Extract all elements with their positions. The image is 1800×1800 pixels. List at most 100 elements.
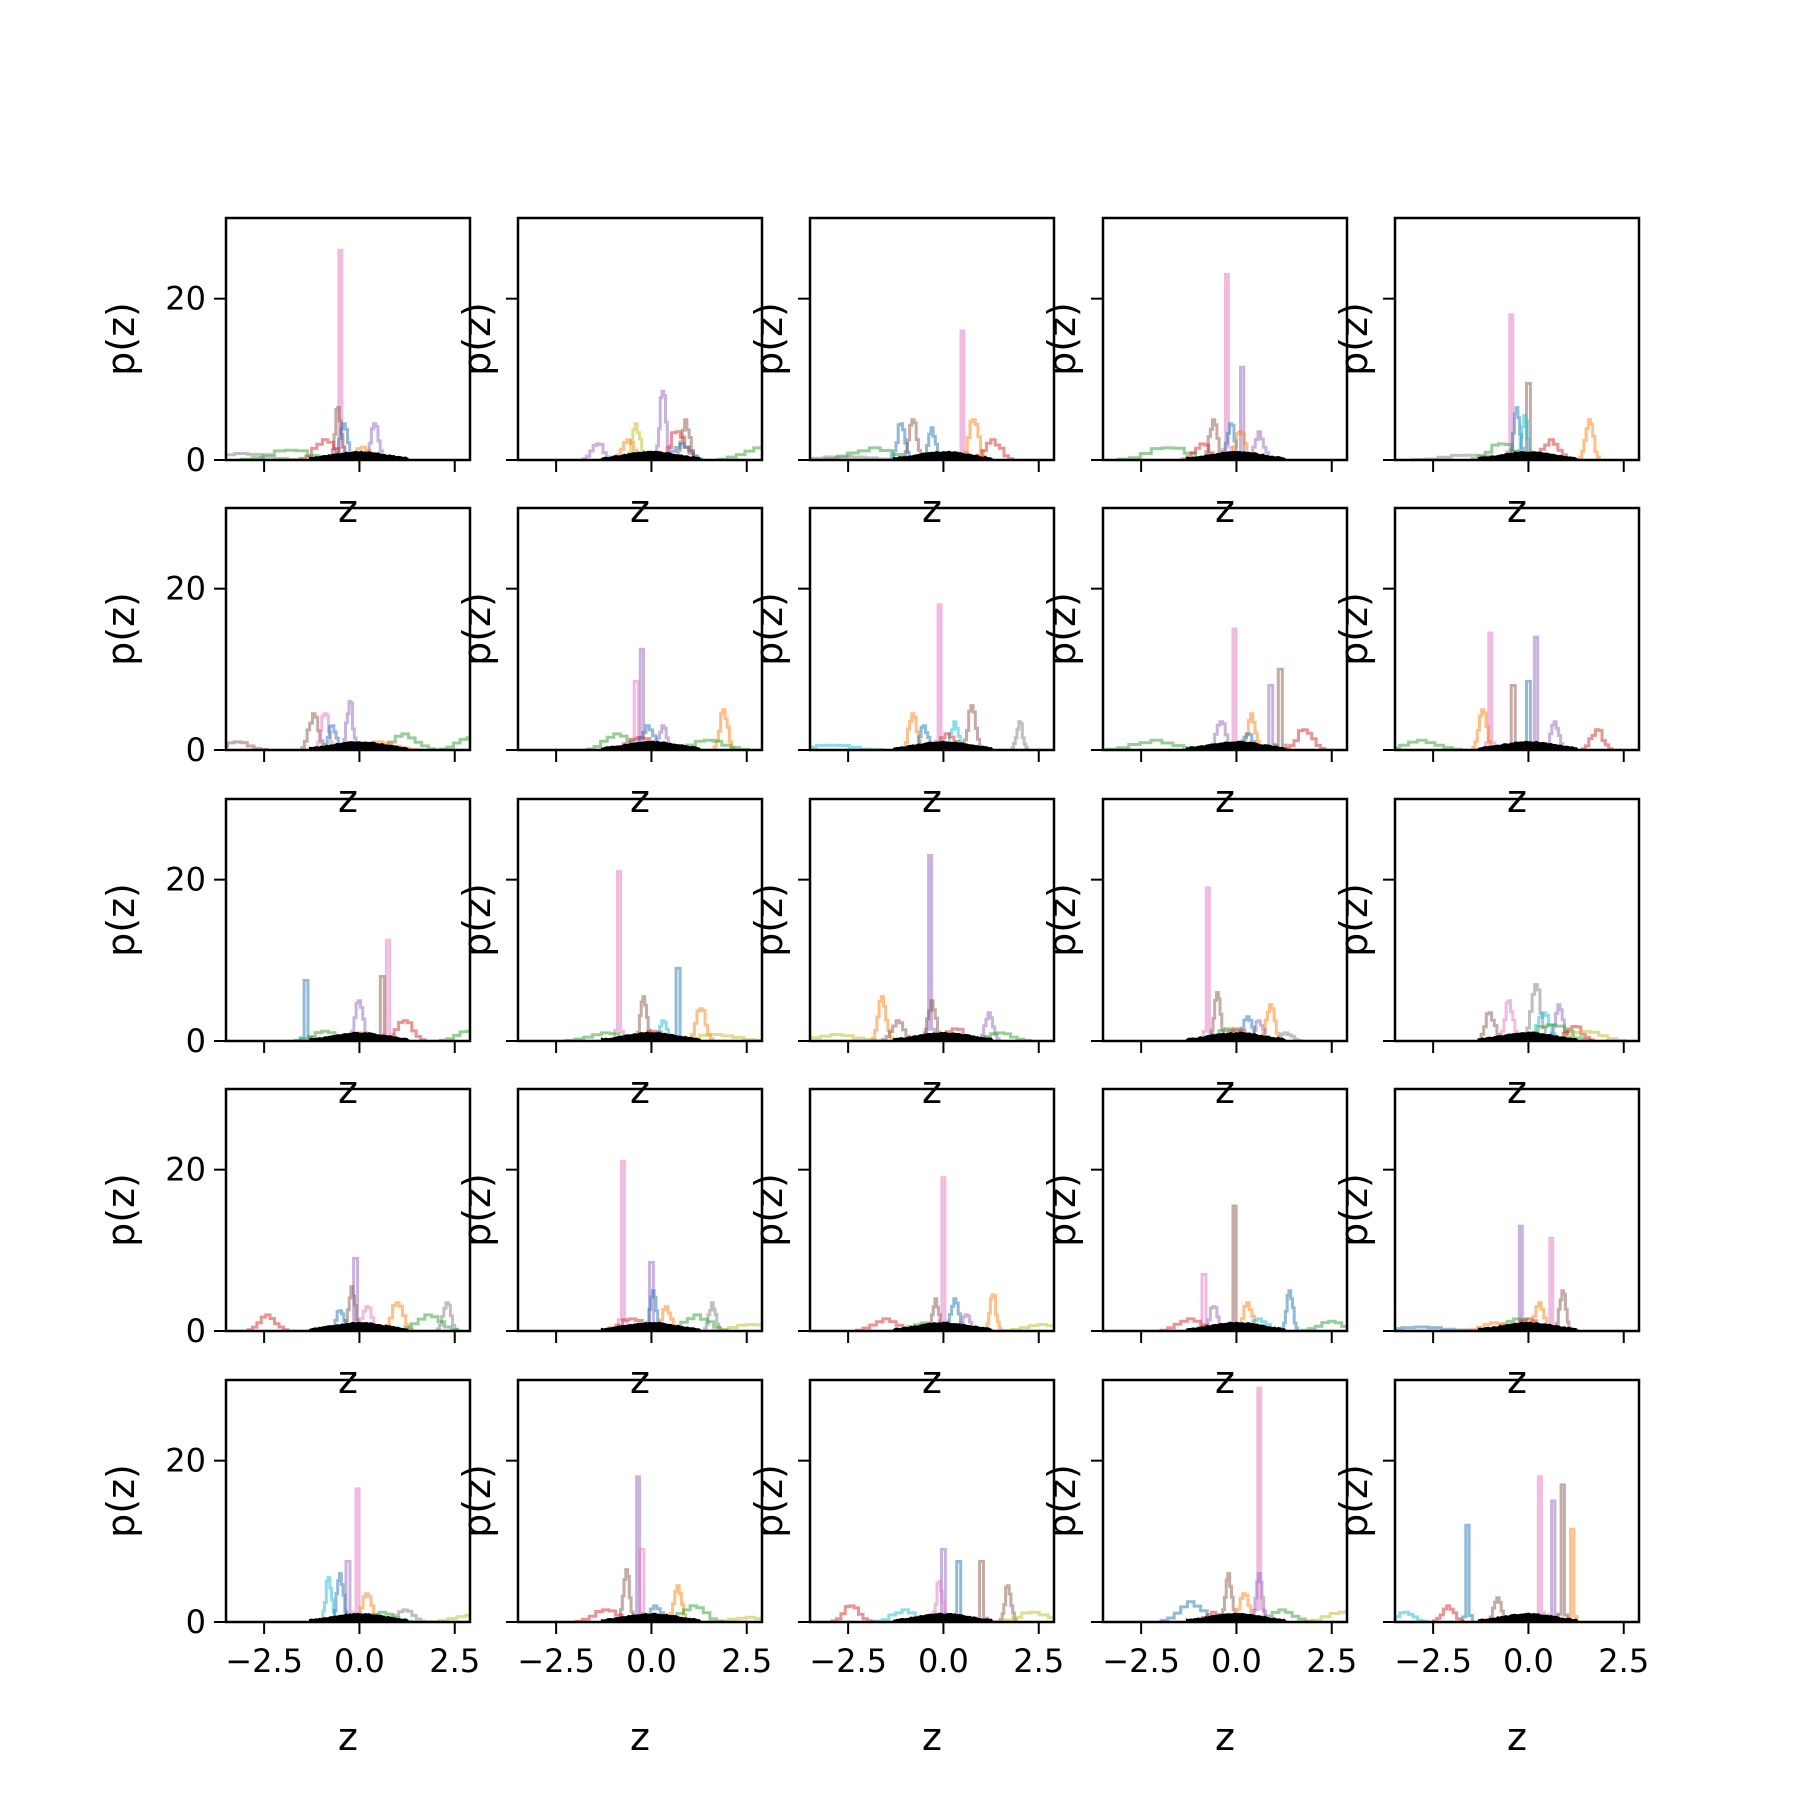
pdf-series-5 — [1578, 418, 1601, 460]
pdf-series-5 — [1565, 1527, 1579, 1622]
axes-frame — [516, 1378, 764, 1624]
summary-pdf — [892, 450, 995, 460]
y-axis-label: p(z) — [1040, 1464, 1084, 1538]
x-tick-label: −2.5 — [809, 1642, 887, 1680]
x-axis-label: z — [922, 1715, 942, 1759]
pdf-series-7 — [226, 740, 269, 750]
y-axis-label: p(z) — [99, 883, 143, 957]
plot-area — [1395, 1224, 1580, 1331]
x-tick-label: −2.5 — [1102, 1642, 1180, 1680]
axes-frame — [516, 506, 764, 752]
pdf-series-7 — [226, 452, 303, 460]
x-tick-label: 2.5 — [1013, 1642, 1064, 1680]
axes-frame — [1101, 216, 1349, 462]
pdf-series-1 — [1228, 1204, 1241, 1331]
pdf-series-5 — [703, 1301, 722, 1331]
summary-pdf — [1477, 1031, 1580, 1041]
y-axis-label: p(z) — [747, 302, 791, 376]
pdf-series-3 — [974, 1560, 989, 1622]
summary-pdf — [1185, 1321, 1288, 1331]
pdf-series-8 — [1395, 1610, 1428, 1622]
pdf-series-7 — [428, 1614, 470, 1622]
pdf-series-7 — [810, 1033, 888, 1041]
pdf-series-4 — [930, 1580, 950, 1622]
y-axis-label: p(z) — [99, 1173, 143, 1247]
pdf-series-6 — [1283, 728, 1327, 750]
pdf-series-6 — [396, 1313, 460, 1331]
summary-pdf — [600, 1031, 703, 1041]
y-tick-label: 20 — [165, 861, 206, 899]
plot-area — [246, 1256, 460, 1331]
plot-area — [810, 603, 1030, 750]
x-tick-label: 0.0 — [626, 1642, 677, 1680]
summary-pdf — [308, 741, 411, 750]
pdf-series-1 — [613, 870, 626, 1041]
axes-frame — [1101, 1087, 1349, 1333]
pdf-series-1 — [616, 1160, 629, 1331]
summary-pdf — [1477, 450, 1580, 460]
pdf-series-2 — [1207, 991, 1227, 1041]
y-axis-label: p(z) — [455, 592, 499, 666]
plot-area — [600, 1160, 762, 1331]
summary-pdf — [308, 1321, 411, 1331]
subplot-r3-c2: zp(z) — [455, 797, 764, 1112]
axes-frame — [808, 797, 1056, 1043]
summary-pdf — [600, 1612, 703, 1622]
plot-area — [293, 938, 470, 1041]
subplot-r2-c3: zp(z) — [747, 506, 1056, 821]
subplot-r1-c4: zp(z) — [1040, 216, 1349, 531]
x-tick-label: −2.5 — [225, 1642, 303, 1680]
summary-pdf — [600, 450, 703, 460]
pdf-series-8 — [993, 1610, 1054, 1622]
axes-frame — [516, 1087, 764, 1333]
pdf-series-6 — [830, 1604, 874, 1622]
plot-area — [830, 1547, 1054, 1622]
pdf-series-3 — [1263, 684, 1279, 750]
pdf-series-7 — [1300, 1319, 1347, 1331]
subplot-r5-c1: −2.5 0.0 2.5 0 20 z p(z) — [99, 1378, 480, 1759]
pdf-series-1 — [956, 329, 969, 460]
pdf-series-3 — [920, 999, 944, 1041]
x-tick-label: −2.5 — [517, 1642, 595, 1680]
axes-frame — [808, 1378, 1056, 1624]
axes-frame — [1393, 216, 1641, 462]
pdf-series-1 — [1201, 886, 1214, 1041]
subplot-r5-c2: −2.5 0.0 2.5 z p(z) — [455, 1378, 772, 1759]
subplot-r5-c3: −2.5 0.0 2.5 z p(z) — [747, 1378, 1064, 1759]
pdf-series-3 — [1546, 1499, 1560, 1622]
y-axis-label: p(z) — [99, 302, 143, 376]
pdf-series-3 — [1010, 720, 1030, 750]
y-axis-label: p(z) — [747, 1173, 791, 1247]
plot-area — [1185, 886, 1303, 1041]
x-tick-label: −2.5 — [1394, 1642, 1472, 1680]
pdf-series-5 — [998, 1584, 1018, 1622]
summary-pdf — [308, 1031, 411, 1041]
subplot-r4-c4: zp(z) — [1040, 1087, 1349, 1402]
pdf-series-2 — [1498, 999, 1521, 1041]
y-tick-label: 20 — [165, 1151, 206, 1189]
summary-pdf — [308, 1612, 411, 1622]
pdf-series-4 — [330, 1572, 350, 1622]
summary-pdf — [1185, 1031, 1288, 1041]
x-tick-label: 0.0 — [1211, 1642, 1262, 1680]
y-axis-label: p(z) — [1040, 592, 1084, 666]
summary-pdf — [892, 1612, 995, 1622]
summary-pdf — [600, 740, 703, 750]
subplot-r4-c5: zp(z) — [1332, 1087, 1641, 1402]
summary-pdf — [308, 450, 411, 460]
plot-area — [226, 700, 470, 750]
pdf-series-3 — [1553, 1289, 1573, 1331]
plot-area — [1395, 631, 1614, 750]
pdf-series-1 — [1484, 631, 1497, 750]
plot-area — [226, 248, 411, 460]
pdf-series-1 — [1514, 1224, 1527, 1331]
pdf-series-1 — [351, 1487, 364, 1622]
pdf-series-1 — [1228, 627, 1241, 750]
x-tick-label: 2.5 — [429, 1642, 480, 1680]
pdf-series-1 — [1220, 273, 1233, 460]
axes-frame — [224, 797, 472, 1043]
y-axis-label: p(z) — [1332, 592, 1376, 666]
summary-pdf — [1477, 1612, 1580, 1622]
x-axis-label: z — [630, 1715, 650, 1759]
